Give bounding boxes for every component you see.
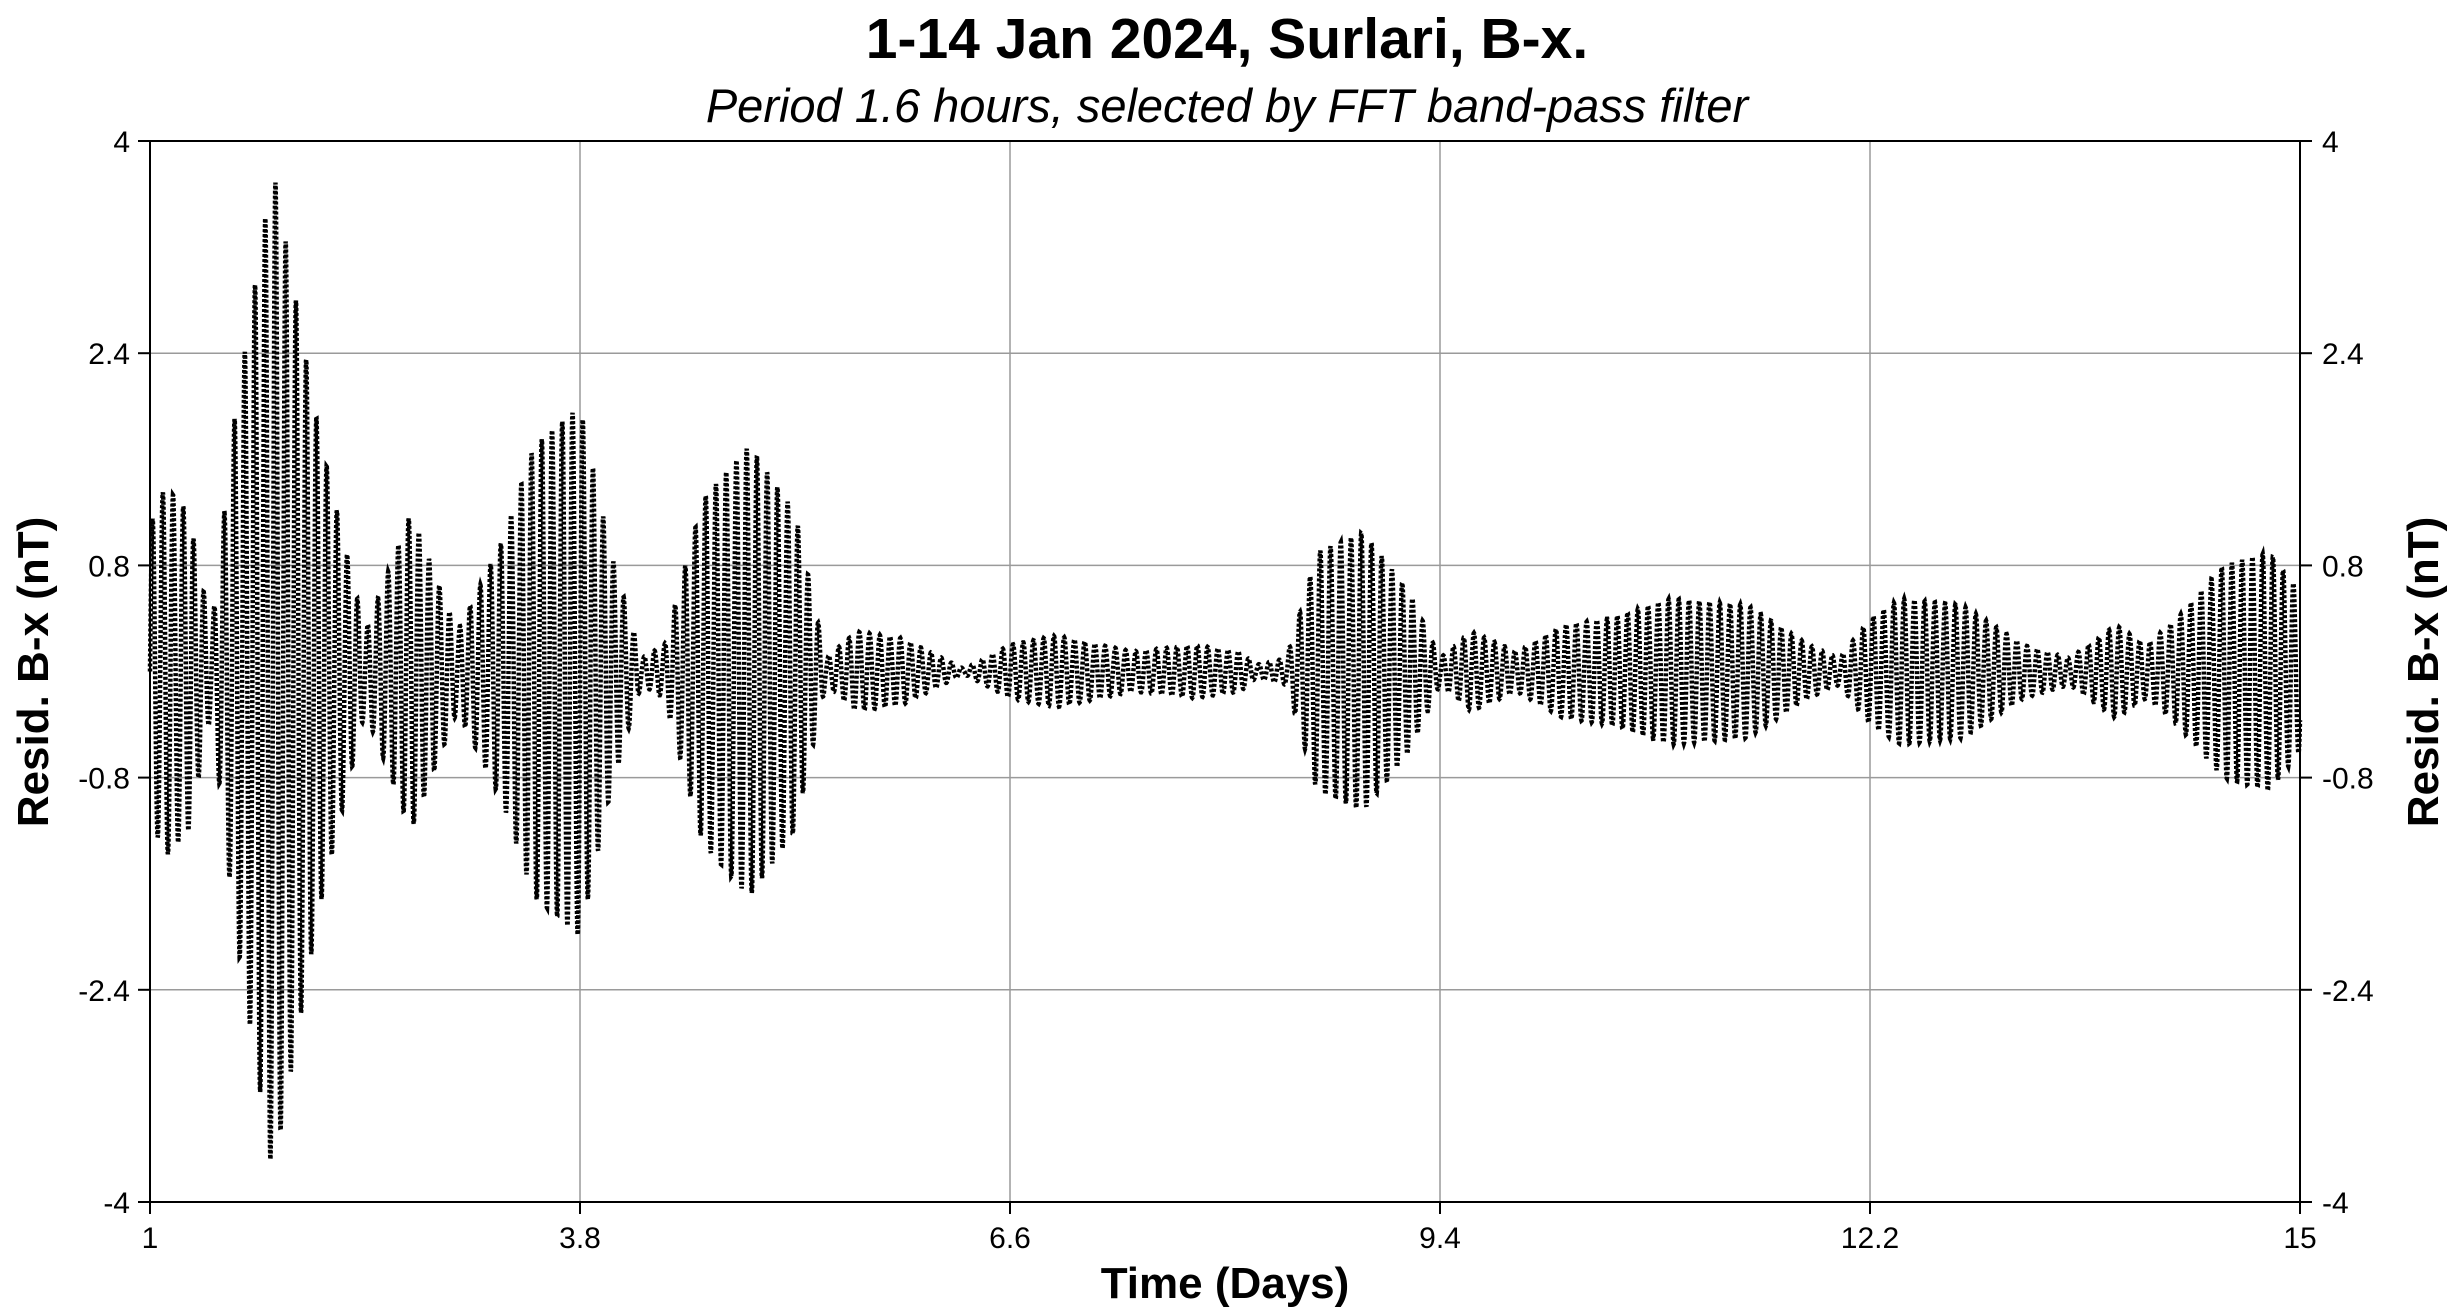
x-tick-label: 3.8 (559, 1222, 601, 1255)
axis-ticks (138, 140, 2312, 1214)
y-axis-title-left: Resid. B-x (nT) (9, 517, 58, 827)
series-line-resid-bx (147, 182, 2303, 1160)
x-tick-label: 9.4 (1419, 1222, 1461, 1255)
y-tick-label-left: 0.8 (88, 550, 130, 583)
x-axis-title: Time (Days) (1101, 1259, 1350, 1308)
x-tick-label: 6.6 (989, 1222, 1031, 1255)
y-tick-label-left: -0.8 (78, 763, 130, 796)
tick-labels: 1 3.8 6.6 9.4 12.2 15 4 4 2.4 2.4 0.8 0.8 -0.8 -0.8 -2… (78, 126, 2373, 1255)
y-axis-title-right: Resid. B-x (nT) (2399, 517, 2448, 827)
y-tick-label-right: -2.4 (2322, 975, 2374, 1008)
chart-title: 1-14 Jan 2024, Surlari, B-x. (865, 7, 1589, 71)
y-tick-label-left: 4 (113, 126, 130, 159)
y-tick-label-right: 0.8 (2322, 550, 2364, 583)
y-tick-label-right: -0.8 (2322, 763, 2374, 796)
y-tick-label-left: -4 (103, 1187, 130, 1220)
y-tick-label-right: -4 (2322, 1187, 2349, 1220)
x-tick-label: 15 (2283, 1222, 2316, 1255)
y-tick-label-left: -2.4 (78, 975, 130, 1008)
y-tick-label-left: 2.4 (88, 338, 130, 371)
x-tick-label: 12.2 (1841, 1222, 1899, 1255)
y-tick-label-right: 4 (2322, 126, 2339, 159)
y-tick-label-right: 2.4 (2322, 338, 2364, 371)
chart-subtitle: Period 1.6 hours, selected by FFT band-p… (705, 79, 1749, 132)
x-tick-label: 1 (142, 1222, 159, 1255)
